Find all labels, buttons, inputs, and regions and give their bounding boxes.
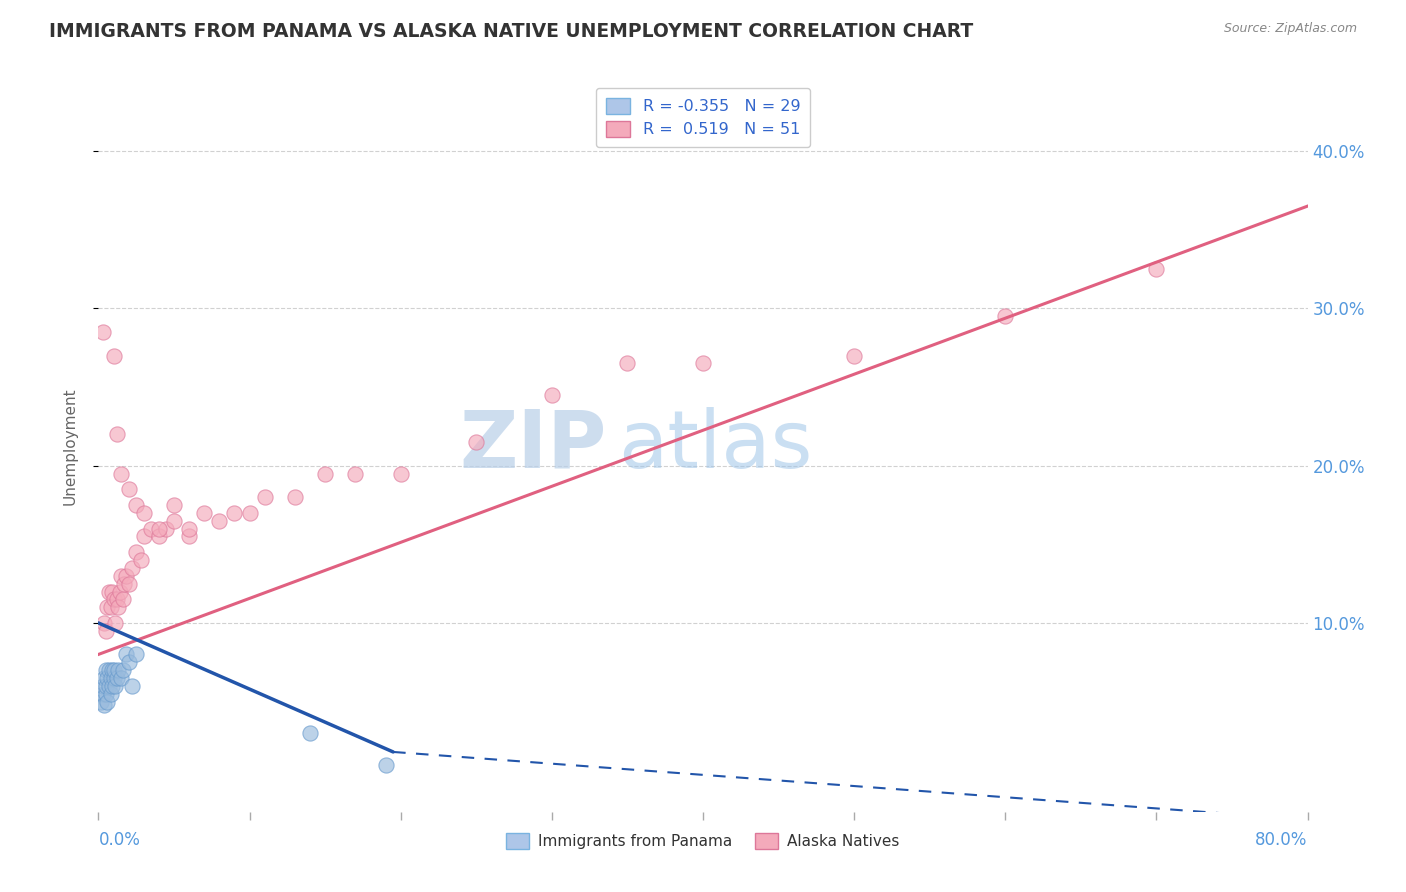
Point — [121, 679, 143, 693]
Point — [540, 388, 562, 402]
Point — [100, 687, 122, 701]
Point — [94, 679, 117, 693]
Point — [148, 529, 170, 543]
Point — [132, 506, 155, 520]
Point — [125, 498, 148, 512]
Point — [93, 671, 115, 685]
Point — [224, 506, 246, 520]
Legend: Immigrants from Panama, Alaska Natives: Immigrants from Panama, Alaska Natives — [501, 827, 905, 855]
Point — [108, 584, 131, 599]
Point — [208, 514, 231, 528]
Point — [103, 671, 125, 685]
Point — [253, 490, 276, 504]
Point — [125, 545, 148, 559]
Point — [107, 600, 129, 615]
Point — [91, 687, 114, 701]
Text: 0.0%: 0.0% — [98, 830, 141, 848]
Point — [110, 467, 132, 481]
Point — [163, 514, 186, 528]
Point — [104, 615, 127, 630]
Point — [118, 655, 141, 669]
Point — [114, 568, 136, 582]
Point — [994, 310, 1017, 324]
Point — [100, 600, 122, 615]
Point — [129, 553, 152, 567]
Point — [94, 624, 117, 638]
Point — [101, 663, 124, 677]
Point — [100, 671, 122, 685]
Point — [374, 757, 396, 772]
Point — [132, 529, 155, 543]
Text: ZIP: ZIP — [458, 407, 606, 485]
Point — [125, 648, 148, 662]
Point — [96, 695, 118, 709]
Point — [692, 356, 714, 370]
Point — [91, 679, 114, 693]
Point — [121, 561, 143, 575]
Point — [114, 648, 136, 662]
Y-axis label: Unemployment: Unemployment — [63, 387, 77, 505]
Point — [299, 726, 322, 740]
Point — [465, 435, 488, 450]
Point — [616, 356, 638, 370]
Point — [118, 482, 141, 496]
Point — [107, 663, 129, 677]
Text: atlas: atlas — [619, 407, 813, 485]
Point — [284, 490, 307, 504]
Point — [103, 592, 125, 607]
Point — [111, 592, 134, 607]
Point — [314, 467, 336, 481]
Point — [111, 663, 134, 677]
Point — [98, 663, 121, 677]
Point — [90, 695, 112, 709]
Text: IMMIGRANTS FROM PANAMA VS ALASKA NATIVE UNEMPLOYMENT CORRELATION CHART: IMMIGRANTS FROM PANAMA VS ALASKA NATIVE … — [49, 22, 973, 41]
Point — [105, 592, 128, 607]
Text: 80.0%: 80.0% — [1256, 830, 1308, 848]
Point — [239, 506, 262, 520]
Point — [179, 522, 201, 536]
Point — [148, 522, 170, 536]
Point — [98, 679, 121, 693]
Point — [112, 576, 135, 591]
Point — [179, 529, 201, 543]
Point — [105, 671, 128, 685]
Text: Source: ZipAtlas.com: Source: ZipAtlas.com — [1223, 22, 1357, 36]
Point — [105, 427, 128, 442]
Point — [94, 687, 117, 701]
Point — [93, 698, 115, 712]
Point — [193, 506, 215, 520]
Point — [110, 671, 132, 685]
Point — [96, 600, 118, 615]
Point — [104, 679, 127, 693]
Point — [98, 584, 121, 599]
Point — [110, 568, 132, 582]
Point — [344, 467, 367, 481]
Point — [93, 615, 115, 630]
Point — [844, 349, 866, 363]
Point — [103, 663, 125, 677]
Point — [101, 584, 124, 599]
Point — [91, 325, 114, 339]
Point — [94, 663, 117, 677]
Point — [96, 671, 118, 685]
Point — [1144, 262, 1167, 277]
Point — [389, 467, 412, 481]
Point — [118, 576, 141, 591]
Point — [155, 522, 177, 536]
Point — [101, 679, 124, 693]
Point — [103, 349, 125, 363]
Point — [163, 498, 186, 512]
Point — [141, 522, 163, 536]
